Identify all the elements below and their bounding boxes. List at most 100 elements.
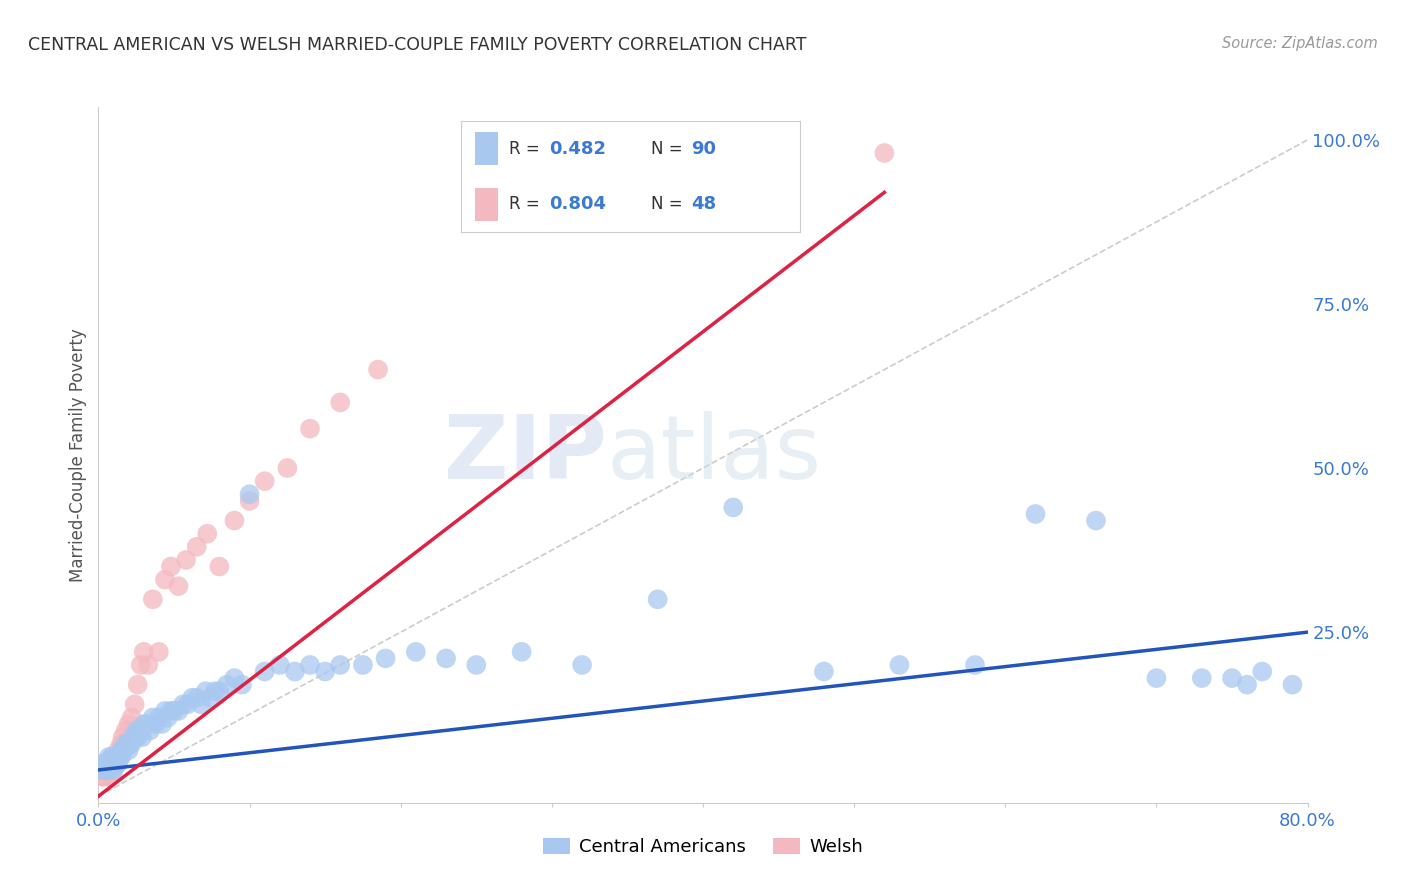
Point bbox=[104, 749, 127, 764]
Point bbox=[176, 698, 198, 712]
Point bbox=[239, 487, 262, 501]
Point bbox=[124, 730, 146, 744]
Point bbox=[167, 704, 190, 718]
Point bbox=[103, 756, 125, 771]
Point bbox=[1024, 507, 1046, 521]
Point bbox=[105, 756, 128, 771]
Point bbox=[98, 749, 121, 764]
Point bbox=[118, 743, 141, 757]
Point bbox=[111, 730, 134, 744]
Point bbox=[128, 723, 150, 738]
Point bbox=[110, 749, 132, 764]
Point bbox=[150, 717, 173, 731]
Point bbox=[100, 763, 122, 777]
Point bbox=[132, 645, 155, 659]
Y-axis label: Married-Couple Family Poverty: Married-Couple Family Poverty bbox=[69, 328, 87, 582]
Point bbox=[107, 743, 129, 757]
Point bbox=[571, 657, 593, 672]
Point bbox=[224, 671, 246, 685]
Point bbox=[889, 657, 911, 672]
Point bbox=[181, 690, 204, 705]
Point bbox=[94, 763, 117, 777]
Point bbox=[108, 749, 131, 764]
Point bbox=[115, 737, 138, 751]
Point bbox=[723, 500, 745, 515]
Text: Source: ZipAtlas.com: Source: ZipAtlas.com bbox=[1222, 36, 1378, 51]
Point bbox=[101, 756, 124, 771]
Point bbox=[239, 494, 262, 508]
Point bbox=[93, 763, 115, 777]
Point bbox=[135, 717, 157, 731]
Point bbox=[94, 763, 117, 777]
Point bbox=[1236, 678, 1258, 692]
Point bbox=[314, 665, 336, 679]
Point bbox=[186, 690, 208, 705]
Point bbox=[124, 698, 146, 712]
Point bbox=[510, 645, 533, 659]
Text: ZIP: ZIP bbox=[443, 411, 606, 499]
Point bbox=[108, 749, 131, 764]
Point bbox=[1281, 678, 1303, 692]
Point bbox=[110, 743, 132, 757]
Point bbox=[276, 461, 298, 475]
Point bbox=[129, 723, 152, 738]
Point bbox=[91, 770, 114, 784]
Point bbox=[142, 592, 165, 607]
Point bbox=[103, 763, 125, 777]
Point bbox=[114, 723, 136, 738]
Point bbox=[145, 717, 167, 731]
Point bbox=[148, 645, 170, 659]
Point bbox=[269, 657, 291, 672]
Point bbox=[121, 737, 143, 751]
Point bbox=[98, 756, 121, 771]
Point bbox=[120, 737, 142, 751]
Point bbox=[101, 749, 124, 764]
Point bbox=[873, 146, 896, 161]
Point bbox=[98, 770, 121, 784]
Point bbox=[299, 657, 322, 672]
Point bbox=[465, 657, 488, 672]
Point bbox=[104, 756, 127, 771]
Point bbox=[153, 704, 176, 718]
Point bbox=[352, 657, 374, 672]
Point bbox=[101, 756, 124, 771]
Point bbox=[284, 665, 307, 679]
Point bbox=[153, 573, 176, 587]
Point bbox=[374, 651, 396, 665]
Point bbox=[200, 690, 222, 705]
Point bbox=[127, 730, 149, 744]
Point bbox=[208, 559, 231, 574]
Point bbox=[94, 756, 117, 771]
Point bbox=[434, 651, 457, 665]
Point bbox=[103, 756, 125, 771]
Point bbox=[405, 645, 427, 659]
Point bbox=[231, 678, 253, 692]
Point bbox=[367, 362, 389, 376]
Point bbox=[105, 749, 128, 764]
Point bbox=[91, 756, 114, 771]
Point bbox=[194, 684, 217, 698]
Point bbox=[299, 422, 322, 436]
Point bbox=[172, 698, 194, 712]
Point bbox=[111, 743, 134, 757]
Point bbox=[148, 710, 170, 724]
Point bbox=[125, 723, 148, 738]
Point bbox=[96, 770, 118, 784]
Point bbox=[224, 514, 246, 528]
Point bbox=[110, 737, 132, 751]
Point bbox=[190, 698, 212, 712]
Point bbox=[329, 395, 352, 409]
Point bbox=[96, 763, 118, 777]
Point bbox=[139, 723, 162, 738]
Point bbox=[647, 592, 669, 607]
Point bbox=[1251, 665, 1274, 679]
Point bbox=[215, 678, 238, 692]
Point bbox=[103, 763, 125, 777]
Point bbox=[174, 553, 197, 567]
Point bbox=[93, 770, 115, 784]
Point bbox=[129, 657, 152, 672]
Point bbox=[100, 756, 122, 771]
Point bbox=[93, 763, 115, 777]
Point bbox=[118, 717, 141, 731]
Point bbox=[121, 710, 143, 724]
